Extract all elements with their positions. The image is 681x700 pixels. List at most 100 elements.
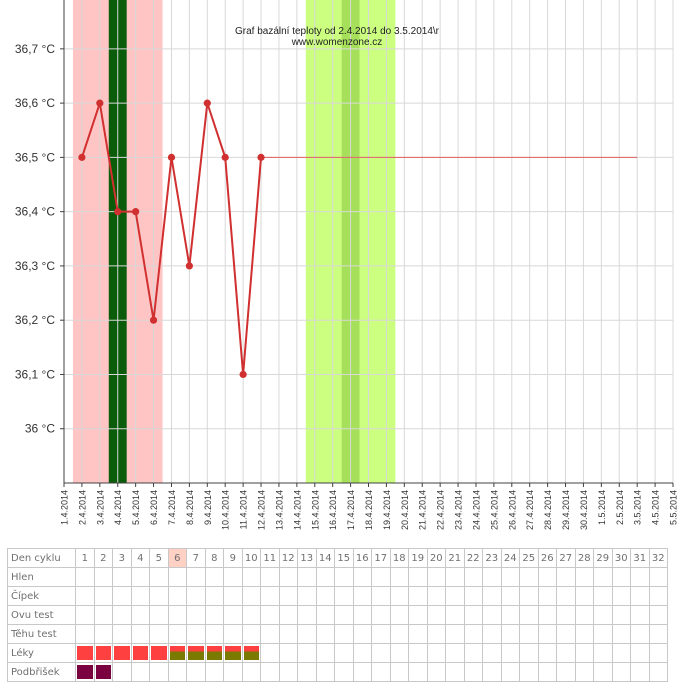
cycle-cell[interactable] xyxy=(260,586,280,606)
cycle-cell[interactable] xyxy=(75,567,95,587)
cycle-cell[interactable] xyxy=(278,662,298,682)
cycle-cell[interactable] xyxy=(149,643,169,663)
cycle-cell[interactable] xyxy=(93,624,113,644)
cycle-cell[interactable] xyxy=(334,643,354,663)
cycle-cell[interactable] xyxy=(556,624,576,644)
cycle-cell[interactable] xyxy=(426,605,446,625)
cycle-cell[interactable] xyxy=(371,662,391,682)
cycle-cell[interactable] xyxy=(426,624,446,644)
cycle-cell[interactable] xyxy=(648,624,668,644)
cycle-cell[interactable] xyxy=(75,643,95,663)
cycle-cell[interactable] xyxy=(315,586,335,606)
cycle-cell[interactable] xyxy=(223,586,243,606)
cycle-cell[interactable] xyxy=(278,624,298,644)
cycle-cell[interactable] xyxy=(519,643,539,663)
cycle-cell[interactable] xyxy=(334,624,354,644)
cycle-cell[interactable] xyxy=(408,586,428,606)
cycle-cell[interactable] xyxy=(186,605,206,625)
cycle-cell[interactable] xyxy=(149,586,169,606)
cycle-cell[interactable] xyxy=(167,624,187,644)
cycle-cell[interactable] xyxy=(593,643,613,663)
cycle-cell[interactable] xyxy=(167,567,187,587)
cycle-cell[interactable] xyxy=(537,586,557,606)
cycle-cell[interactable] xyxy=(630,662,650,682)
cycle-cell[interactable] xyxy=(130,643,150,663)
cycle-cell[interactable] xyxy=(519,586,539,606)
cycle-cell[interactable] xyxy=(500,624,520,644)
cycle-cell[interactable] xyxy=(611,624,631,644)
cycle-cell[interactable] xyxy=(463,586,483,606)
cycle-cell[interactable] xyxy=(463,605,483,625)
cycle-cell[interactable] xyxy=(519,567,539,587)
cycle-cell[interactable] xyxy=(130,662,150,682)
cycle-cell[interactable] xyxy=(149,624,169,644)
cycle-cell[interactable] xyxy=(204,624,224,644)
cycle-cell[interactable] xyxy=(93,662,113,682)
cycle-cell[interactable] xyxy=(500,643,520,663)
cycle-cell[interactable] xyxy=(130,605,150,625)
cycle-cell[interactable] xyxy=(223,643,243,663)
cycle-cell[interactable] xyxy=(241,662,261,682)
cycle-cell[interactable] xyxy=(482,567,502,587)
cycle-cell[interactable] xyxy=(463,567,483,587)
cycle-cell[interactable] xyxy=(593,605,613,625)
cycle-cell[interactable] xyxy=(93,586,113,606)
cycle-cell[interactable] xyxy=(241,586,261,606)
cycle-cell[interactable] xyxy=(112,605,132,625)
cycle-cell[interactable] xyxy=(408,567,428,587)
cycle-cell[interactable] xyxy=(186,643,206,663)
cycle-cell[interactable] xyxy=(186,662,206,682)
cycle-cell[interactable] xyxy=(241,605,261,625)
cycle-cell[interactable] xyxy=(648,662,668,682)
cycle-cell[interactable] xyxy=(260,567,280,587)
cycle-cell[interactable] xyxy=(463,643,483,663)
cycle-cell[interactable] xyxy=(593,662,613,682)
cycle-cell[interactable] xyxy=(241,567,261,587)
cycle-cell[interactable] xyxy=(93,567,113,587)
cycle-cell[interactable] xyxy=(519,662,539,682)
cycle-cell[interactable] xyxy=(556,662,576,682)
cycle-cell[interactable] xyxy=(611,662,631,682)
cycle-cell[interactable] xyxy=(482,605,502,625)
cycle-cell[interactable] xyxy=(297,567,317,587)
cycle-cell[interactable] xyxy=(297,586,317,606)
cycle-cell[interactable] xyxy=(482,624,502,644)
cycle-cell[interactable] xyxy=(297,605,317,625)
cycle-cell[interactable] xyxy=(149,605,169,625)
cycle-cell[interactable] xyxy=(500,662,520,682)
cycle-cell[interactable] xyxy=(167,643,187,663)
cycle-cell[interactable] xyxy=(241,643,261,663)
cycle-cell[interactable] xyxy=(389,567,409,587)
cycle-cell[interactable] xyxy=(223,567,243,587)
cycle-cell[interactable] xyxy=(611,605,631,625)
cycle-cell[interactable] xyxy=(223,662,243,682)
cycle-cell[interactable] xyxy=(112,624,132,644)
cycle-cell[interactable] xyxy=(574,624,594,644)
cycle-cell[interactable] xyxy=(260,662,280,682)
cycle-cell[interactable] xyxy=(371,605,391,625)
cycle-cell[interactable] xyxy=(260,643,280,663)
cycle-cell[interactable] xyxy=(315,605,335,625)
cycle-cell[interactable] xyxy=(223,605,243,625)
cycle-cell[interactable] xyxy=(408,624,428,644)
cycle-cell[interactable] xyxy=(297,643,317,663)
cycle-cell[interactable] xyxy=(334,605,354,625)
cycle-cell[interactable] xyxy=(389,643,409,663)
cycle-cell[interactable] xyxy=(408,605,428,625)
cycle-cell[interactable] xyxy=(352,662,372,682)
cycle-cell[interactable] xyxy=(315,624,335,644)
cycle-cell[interactable] xyxy=(648,567,668,587)
cycle-cell[interactable] xyxy=(167,605,187,625)
cycle-cell[interactable] xyxy=(334,567,354,587)
cycle-cell[interactable] xyxy=(371,624,391,644)
cycle-cell[interactable] xyxy=(426,662,446,682)
cycle-cell[interactable] xyxy=(611,567,631,587)
cycle-cell[interactable] xyxy=(112,662,132,682)
cycle-cell[interactable] xyxy=(574,567,594,587)
cycle-cell[interactable] xyxy=(500,605,520,625)
cycle-cell[interactable] xyxy=(112,567,132,587)
cycle-cell[interactable] xyxy=(371,586,391,606)
cycle-cell[interactable] xyxy=(149,662,169,682)
cycle-cell[interactable] xyxy=(278,643,298,663)
cycle-cell[interactable] xyxy=(167,662,187,682)
